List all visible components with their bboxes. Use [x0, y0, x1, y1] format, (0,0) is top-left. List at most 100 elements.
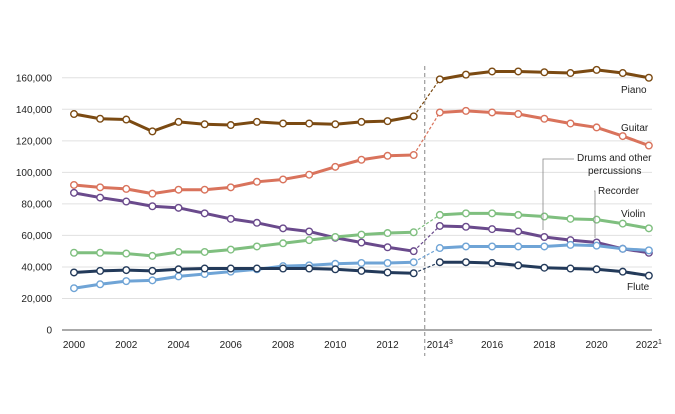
series-break-connector-recorder — [413, 247, 441, 263]
data-point-drums-and-other-percussions — [514, 227, 523, 236]
data-point-drums-and-other-percussions — [461, 222, 470, 231]
label-recorder: Recorder — [598, 186, 640, 197]
data-point-guitar — [409, 151, 418, 160]
data-point-flute — [461, 258, 470, 267]
data-point-recorder — [69, 284, 78, 293]
data-point-drums-and-other-percussions — [383, 243, 392, 252]
data-point-recorder — [174, 272, 183, 281]
series-break-connector-piano — [413, 78, 441, 117]
data-point-guitar — [305, 170, 314, 179]
series-line-flute-part1 — [73, 267, 414, 275]
data-point-violin — [409, 228, 418, 237]
data-point-piano — [618, 69, 627, 78]
data-point-recorder — [96, 280, 105, 289]
data-point-guitar — [540, 114, 549, 123]
data-point-recorder — [644, 246, 653, 255]
data-point-drums-and-other-percussions — [540, 232, 549, 241]
data-point-drums-and-other-percussions — [69, 188, 78, 197]
data-point-flute — [644, 271, 653, 280]
series-line-drums-and-other-percussions-part1 — [73, 191, 414, 253]
data-point-violin — [357, 230, 366, 239]
data-point-flute — [540, 263, 549, 272]
data-point-violin — [226, 245, 235, 254]
data-point-violin — [566, 214, 575, 223]
data-point-flute — [488, 259, 497, 268]
data-point-drums-and-other-percussions — [488, 225, 497, 234]
y-tick-label: 160,000 — [16, 73, 53, 84]
data-point-piano — [461, 70, 470, 79]
series-markers — [69, 65, 653, 293]
data-point-violin — [514, 210, 523, 219]
series-line-recorder-part1 — [73, 260, 414, 290]
data-point-recorder — [514, 242, 523, 251]
x-tick-label: 2020 — [585, 340, 608, 351]
data-point-piano — [357, 117, 366, 126]
data-point-violin — [305, 236, 314, 245]
data-point-violin — [122, 249, 131, 258]
data-point-piano — [435, 75, 444, 84]
data-point-guitar — [461, 106, 470, 115]
data-point-piano — [148, 127, 157, 136]
data-point-drums-and-other-percussions — [96, 193, 105, 202]
x-tick-label: 2000 — [63, 340, 86, 351]
y-tick-label: 20,000 — [21, 294, 52, 305]
data-point-drums-and-other-percussions — [435, 221, 444, 230]
data-point-flute — [618, 267, 627, 276]
data-point-violin — [488, 209, 497, 218]
data-point-recorder — [357, 259, 366, 268]
data-point-guitar — [252, 177, 261, 186]
y-tick-label: 60,000 — [21, 231, 52, 242]
data-point-flute — [252, 264, 261, 273]
data-point-violin — [540, 212, 549, 221]
data-point-drums-and-other-percussions — [226, 214, 235, 223]
y-tick-label: 100,000 — [16, 168, 53, 179]
data-point-recorder — [383, 259, 392, 268]
data-point-piano — [174, 117, 183, 126]
data-point-guitar — [200, 185, 209, 194]
data-point-guitar — [331, 162, 340, 171]
x-tick-label: 20143 — [427, 339, 453, 351]
data-point-violin — [174, 247, 183, 256]
data-point-drums-and-other-percussions — [174, 203, 183, 212]
data-point-violin — [252, 242, 261, 251]
data-point-flute — [514, 261, 523, 270]
data-point-guitar — [592, 123, 601, 132]
data-point-piano — [592, 65, 601, 74]
x-tick-label: 2008 — [272, 340, 295, 351]
data-point-violin — [618, 219, 627, 228]
data-point-flute — [279, 264, 288, 273]
data-point-recorder — [148, 276, 157, 285]
y-tick-label: 140,000 — [16, 105, 53, 116]
data-point-piano — [331, 120, 340, 129]
data-point-drums-and-other-percussions — [305, 227, 314, 236]
x-axis-tick-labels: 2000 2002 2004 2006 2008 2010 2012 20143 2016 201… — [63, 339, 662, 351]
data-point-flute — [148, 266, 157, 275]
series-line-violin-part1 — [74, 230, 414, 258]
data-point-guitar — [618, 132, 627, 141]
data-point-recorder — [122, 277, 131, 286]
leader-line-drums — [542, 158, 574, 230]
y-axis-tick-labels: 0 20,000 40,000 60,000 80,000 100,000 120,000 1… — [16, 73, 53, 336]
data-point-guitar — [514, 110, 523, 119]
data-point-piano — [279, 119, 288, 128]
data-point-recorder — [409, 258, 418, 267]
data-point-piano — [305, 119, 314, 128]
series-line-guitar-part1 — [73, 153, 414, 196]
data-point-recorder — [461, 242, 470, 251]
data-point-flute — [409, 269, 418, 278]
data-point-recorder — [488, 242, 497, 251]
data-point-violin — [644, 224, 653, 233]
x-tick-label: 2002 — [115, 340, 138, 351]
label-flute: Flute — [627, 282, 650, 293]
x-tick-label: 2006 — [220, 340, 243, 351]
y-tick-label: 120,000 — [16, 136, 53, 147]
data-point-drums-and-other-percussions — [357, 238, 366, 247]
data-point-violin — [383, 229, 392, 238]
data-point-guitar — [226, 183, 235, 192]
data-point-violin — [279, 239, 288, 248]
data-point-drums-and-other-percussions — [148, 202, 157, 211]
data-point-recorder — [618, 244, 627, 253]
data-point-violin — [148, 251, 157, 260]
data-point-violin — [592, 215, 601, 224]
gridlines — [62, 77, 652, 331]
